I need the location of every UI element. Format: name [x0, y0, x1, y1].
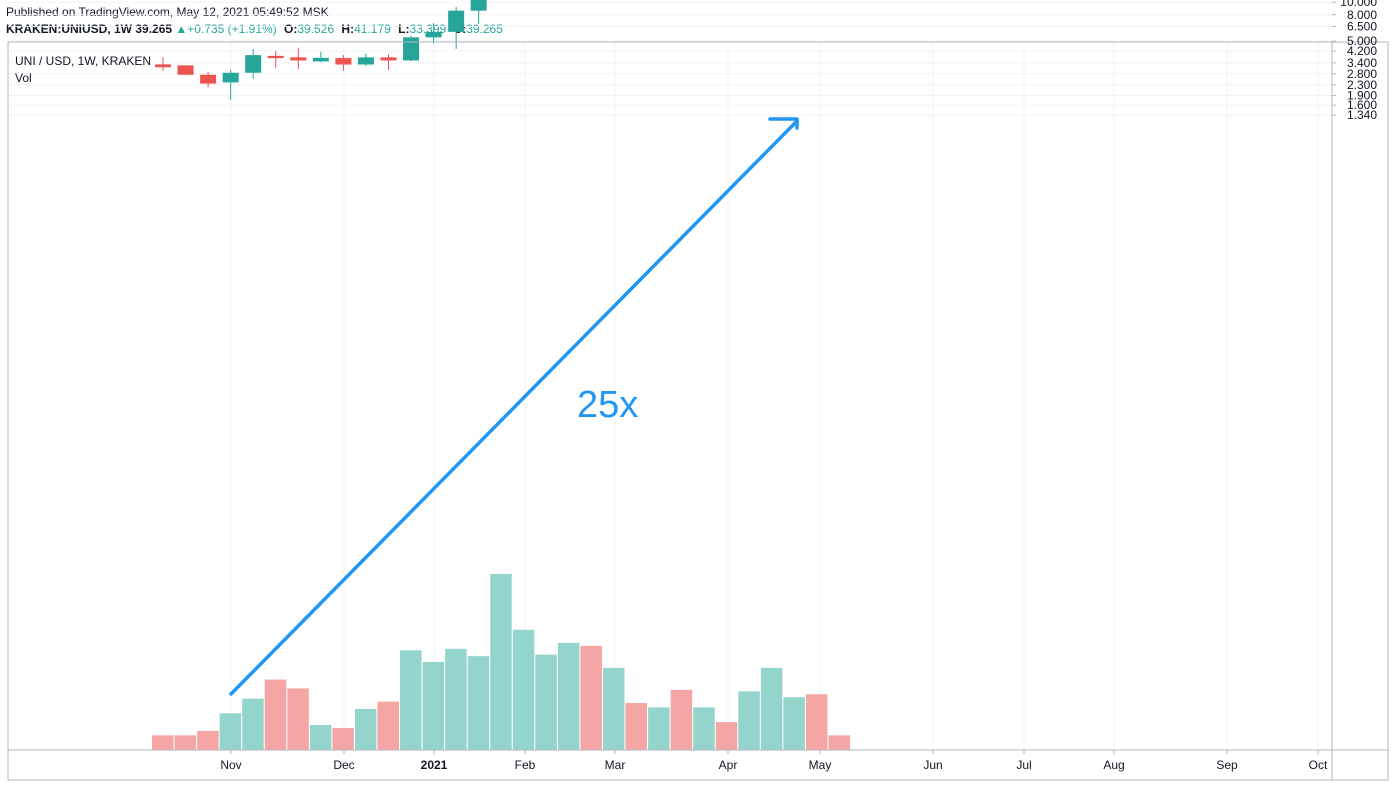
volume-bar: [670, 689, 693, 750]
time-tick-label: Jul: [1016, 758, 1031, 772]
time-tick-label: May: [809, 758, 832, 772]
volume-bar: [535, 654, 557, 750]
time-tick-label: Feb: [515, 758, 536, 772]
volume-legend: Vol: [15, 71, 32, 85]
volume-bar: [783, 697, 805, 750]
time-tick-label: 2021: [421, 758, 448, 772]
annotation-label: 25x: [577, 384, 638, 426]
candle-body: [267, 55, 284, 59]
high-value: 41.179: [354, 22, 391, 36]
low-label: L:: [398, 22, 410, 36]
volume-bar: [490, 574, 512, 750]
volume-bar: [512, 629, 535, 750]
time-tick-label: Oct: [1309, 758, 1328, 772]
price-tick-label: 2.300: [1347, 78, 1377, 92]
price-tick-label: 4.200: [1347, 44, 1377, 58]
volume-bar: [309, 725, 332, 750]
time-tick-label: Mar: [605, 758, 626, 772]
price-tick-label: 2.800: [1347, 67, 1377, 81]
volume-bar: [445, 648, 467, 750]
time-tick-label: Sep: [1216, 758, 1238, 772]
volume-bar: [197, 730, 219, 750]
candle-body: [290, 57, 307, 61]
price-tick-label: 1.900: [1347, 89, 1377, 103]
time-tick-label: Apr: [719, 758, 738, 772]
up-triangle-icon: ▲: [175, 22, 188, 36]
price-tick-label: 5.000: [1347, 34, 1377, 48]
volume-bar: [760, 667, 783, 750]
volume-bar: [400, 650, 422, 750]
time-tick-label: Nov: [220, 758, 241, 772]
volume-bar: [625, 703, 648, 750]
volume-bar: [377, 701, 399, 750]
price-tick-label: 6.500: [1347, 19, 1377, 33]
time-tick-label: Jun: [923, 758, 942, 772]
candle-body: [222, 72, 239, 83]
price-tick-label: 1.600: [1347, 98, 1377, 112]
volume-bar: [152, 735, 174, 750]
volume-bar: [467, 656, 490, 750]
time-tick-label: Dec: [333, 758, 354, 772]
published-info: Published on TradingView.com, May 12, 20…: [6, 5, 329, 19]
symbol-name: KRAKEN:UNIUSD, 1W: [6, 22, 132, 36]
candlesticks: [155, 0, 487, 100]
volume-bar: [715, 722, 738, 750]
price-tick-label: 10.000: [1340, 0, 1377, 9]
volume-bars: [152, 574, 850, 750]
candle-body: [245, 55, 262, 73]
volume-bar: [422, 662, 445, 750]
price-tick-label: 8.000: [1347, 8, 1377, 22]
volume-bar: [828, 735, 850, 750]
price-change: +0.735 (+1.91%): [187, 22, 277, 36]
volume-bar: [354, 708, 377, 750]
axes: 64.00052.00042.00034.00028.00022.00018.0…: [7, 0, 1389, 781]
candle-body: [312, 57, 329, 62]
candle-body: [357, 57, 374, 65]
last-price-value: 39.265: [135, 22, 173, 36]
candle-body: [470, 0, 487, 11]
candle-body: [403, 37, 420, 61]
volume-bar: [738, 691, 760, 750]
candle-body: [335, 58, 352, 65]
volume-bar: [174, 735, 197, 750]
open-label: O:: [284, 22, 298, 36]
volume-bar: [693, 707, 715, 750]
candle-body: [177, 65, 194, 75]
price-tick-label: 1.340: [1347, 108, 1377, 122]
volume-bar: [287, 688, 309, 750]
chart-border: [7, 41, 1389, 781]
volume-bar: [219, 713, 242, 750]
candle-body: [200, 74, 217, 84]
close-value: 39.265: [466, 22, 503, 36]
trend-arrow-line: [229, 119, 799, 696]
candle-body: [155, 64, 171, 68]
trend-arrow-head: [768, 117, 799, 130]
volume-bar: [648, 707, 670, 750]
grid: [8, 1, 1332, 750]
candle-body: [380, 57, 397, 61]
chart-legend-title: UNI / USD, 1W, KRAKEN: [15, 54, 152, 68]
price-tick-label: 3.400: [1347, 56, 1377, 70]
volume-bar: [580, 645, 602, 750]
volume-bar: [264, 679, 287, 750]
candle-body: [448, 10, 465, 32]
high-label: H:: [341, 22, 355, 36]
volume-bar: [242, 698, 264, 750]
volume-bar: [557, 642, 580, 750]
volume-bar: [603, 667, 625, 750]
volume-bar: [805, 694, 828, 750]
symbol-ohlc-line: KRAKEN:UNIUSD, 1W 39.265 ▲+0.735 (+1.91%…: [6, 22, 503, 36]
candle-body: [425, 31, 442, 38]
time-tick-label: Aug: [1103, 758, 1124, 772]
volume-bar: [332, 728, 354, 750]
open-value: 39.526: [297, 22, 335, 36]
annotation: 25x: [229, 117, 799, 696]
